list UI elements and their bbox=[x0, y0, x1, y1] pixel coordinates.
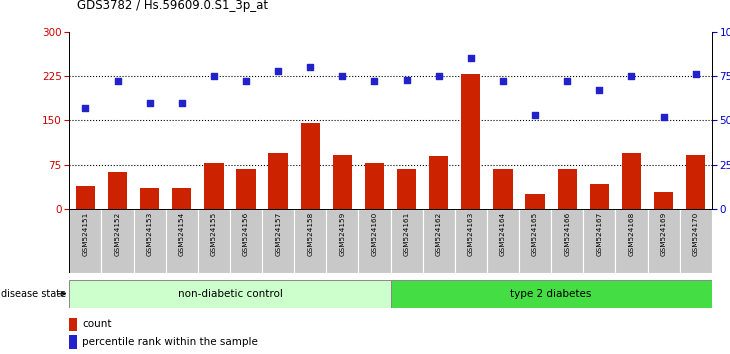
Text: GSM524170: GSM524170 bbox=[693, 212, 699, 256]
Text: GSM524167: GSM524167 bbox=[596, 212, 602, 256]
Text: GSM524164: GSM524164 bbox=[500, 212, 506, 256]
Bar bbox=[365, 163, 384, 209]
Bar bbox=[172, 188, 191, 209]
Bar bbox=[622, 153, 641, 209]
Text: GSM524159: GSM524159 bbox=[339, 212, 345, 256]
Bar bbox=[590, 184, 609, 209]
Text: GSM524163: GSM524163 bbox=[468, 212, 474, 256]
Point bbox=[593, 87, 605, 93]
Bar bbox=[69, 318, 77, 331]
Bar bbox=[262, 209, 294, 273]
Bar bbox=[583, 209, 615, 273]
Text: GSM524158: GSM524158 bbox=[307, 212, 313, 256]
Bar bbox=[519, 209, 551, 273]
Text: GSM524156: GSM524156 bbox=[243, 212, 249, 256]
Text: disease state: disease state bbox=[1, 289, 66, 299]
Bar bbox=[294, 209, 326, 273]
Point bbox=[401, 77, 412, 82]
Bar bbox=[230, 209, 262, 273]
Bar bbox=[269, 153, 288, 209]
Bar bbox=[551, 209, 583, 273]
Bar bbox=[391, 209, 423, 273]
Text: GSM524157: GSM524157 bbox=[275, 212, 281, 256]
Bar bbox=[69, 280, 391, 308]
Point bbox=[208, 73, 220, 79]
Point bbox=[304, 64, 316, 70]
Bar bbox=[397, 169, 416, 209]
Bar bbox=[198, 209, 230, 273]
Bar bbox=[429, 156, 448, 209]
Bar bbox=[493, 169, 512, 209]
Text: GSM524153: GSM524153 bbox=[147, 212, 153, 256]
Bar bbox=[333, 155, 352, 209]
Text: GSM524169: GSM524169 bbox=[661, 212, 666, 256]
Text: count: count bbox=[82, 319, 112, 329]
Bar bbox=[301, 123, 320, 209]
Point bbox=[626, 73, 637, 79]
Point bbox=[176, 100, 188, 105]
Bar bbox=[140, 188, 159, 209]
Bar bbox=[134, 209, 166, 273]
Bar bbox=[69, 335, 77, 349]
Bar bbox=[648, 209, 680, 273]
Point bbox=[240, 79, 252, 84]
Bar bbox=[237, 169, 256, 209]
Bar bbox=[76, 187, 95, 209]
Text: percentile rank within the sample: percentile rank within the sample bbox=[82, 337, 258, 347]
Text: type 2 diabetes: type 2 diabetes bbox=[510, 289, 592, 299]
Bar bbox=[455, 209, 487, 273]
Text: GSM524165: GSM524165 bbox=[532, 212, 538, 256]
Text: GSM524168: GSM524168 bbox=[629, 212, 634, 256]
Text: GSM524166: GSM524166 bbox=[564, 212, 570, 256]
Bar bbox=[326, 209, 358, 273]
Text: GSM524155: GSM524155 bbox=[211, 212, 217, 256]
Bar bbox=[654, 192, 673, 209]
Bar bbox=[526, 194, 545, 209]
Bar bbox=[108, 172, 127, 209]
Bar bbox=[69, 209, 101, 273]
Text: GSM524152: GSM524152 bbox=[115, 212, 120, 256]
Bar bbox=[487, 209, 519, 273]
Bar bbox=[615, 209, 648, 273]
Text: GSM524154: GSM524154 bbox=[179, 212, 185, 256]
Text: GSM524162: GSM524162 bbox=[436, 212, 442, 256]
Point bbox=[690, 72, 702, 77]
Bar bbox=[423, 209, 455, 273]
Point bbox=[80, 105, 91, 111]
Bar bbox=[101, 209, 134, 273]
Point bbox=[144, 100, 155, 105]
Point bbox=[272, 68, 284, 74]
Point bbox=[465, 56, 477, 61]
Point bbox=[433, 73, 445, 79]
Point bbox=[497, 79, 509, 84]
Bar bbox=[391, 280, 712, 308]
Bar bbox=[461, 74, 480, 209]
Point bbox=[658, 114, 669, 120]
Bar bbox=[680, 209, 712, 273]
Bar bbox=[204, 163, 223, 209]
Text: GDS3782 / Hs.59609.0.S1_3p_at: GDS3782 / Hs.59609.0.S1_3p_at bbox=[77, 0, 268, 12]
Point bbox=[561, 79, 573, 84]
Bar bbox=[358, 209, 391, 273]
Point bbox=[369, 79, 380, 84]
Text: non-diabetic control: non-diabetic control bbox=[177, 289, 283, 299]
Text: GSM524151: GSM524151 bbox=[82, 212, 88, 256]
Text: GSM524161: GSM524161 bbox=[404, 212, 410, 256]
Point bbox=[112, 79, 123, 84]
Bar bbox=[686, 155, 705, 209]
Bar bbox=[558, 169, 577, 209]
Point bbox=[529, 112, 541, 118]
Point bbox=[337, 73, 348, 79]
Text: GSM524160: GSM524160 bbox=[372, 212, 377, 256]
Bar bbox=[166, 209, 198, 273]
